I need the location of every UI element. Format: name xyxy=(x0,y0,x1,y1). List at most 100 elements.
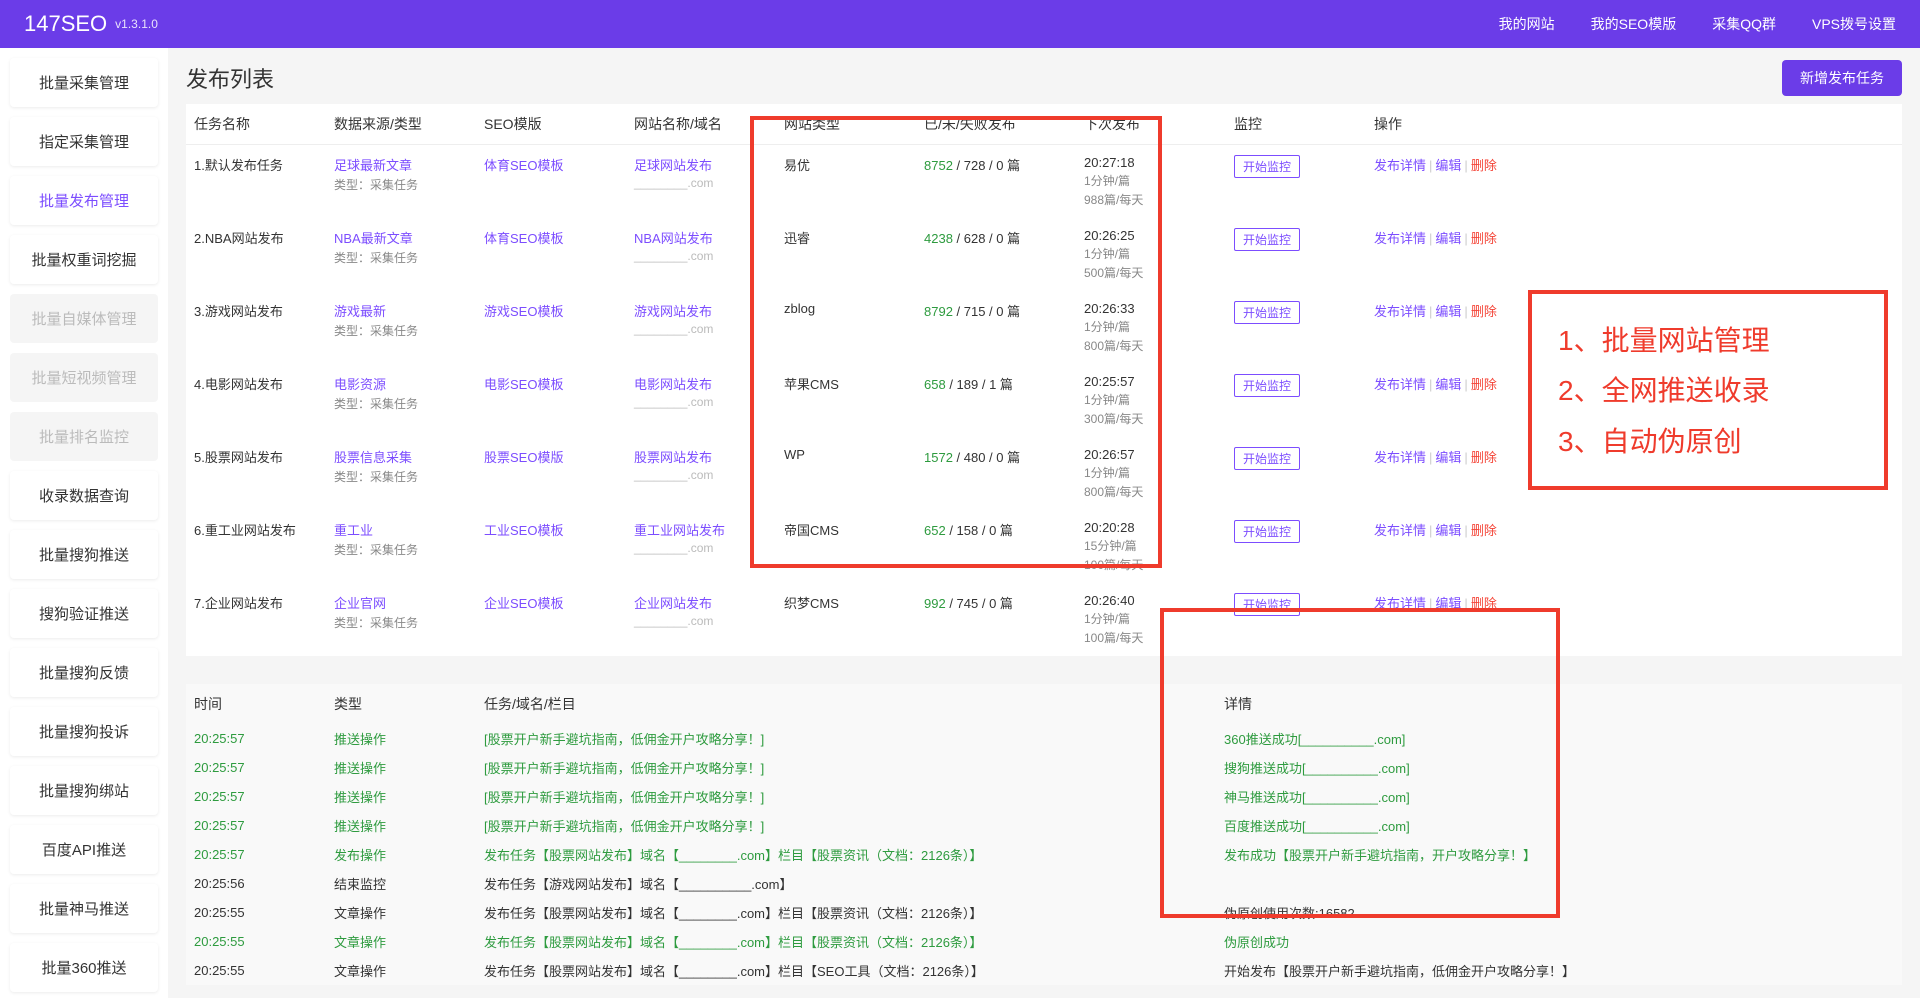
sidebar-item[interactable]: 批量采集管理 xyxy=(10,58,158,107)
detail-link[interactable]: 发布详情 xyxy=(1374,304,1426,319)
header-nav-item[interactable]: 我的SEO模版 xyxy=(1591,14,1677,34)
sidebar-item: 批量短视频管理 xyxy=(10,353,158,402)
table-header: 任务名称 xyxy=(186,104,326,145)
monitor-button[interactable]: 开始监控 xyxy=(1234,301,1300,324)
site-name-link[interactable]: 游戏网站发布 xyxy=(634,304,712,319)
sidebar-item[interactable]: 百度API推送 xyxy=(10,825,158,874)
sidebar-item[interactable]: 批量搜狗绑站 xyxy=(10,766,158,815)
sidebar-item[interactable]: 搜狗验证推送 xyxy=(10,589,158,638)
monitor-button[interactable]: 开始监控 xyxy=(1234,374,1300,397)
detail-link[interactable]: 发布详情 xyxy=(1374,377,1426,392)
detail-link[interactable]: 发布详情 xyxy=(1374,450,1426,465)
seo-template-link[interactable]: 股票SEO模版 xyxy=(484,450,563,465)
edit-link[interactable]: 编辑 xyxy=(1435,304,1461,319)
sidebar-item[interactable]: 批量360推送 xyxy=(10,943,158,992)
sidebar-item[interactable]: 指定采集管理 xyxy=(10,117,158,166)
log-time: 20:25:57 xyxy=(186,840,326,869)
site-name-link[interactable]: 股票网站发布 xyxy=(634,450,712,465)
source-type: 类型：采集任务 xyxy=(334,249,468,266)
sidebar-item[interactable]: 批量搜狗反馈 xyxy=(10,648,158,697)
seo-template-link[interactable]: 体育SEO模板 xyxy=(484,231,563,246)
app-logo: 147SEO xyxy=(24,11,107,37)
sidebar-item: 批量排名监控 xyxy=(10,412,158,461)
detail-link[interactable]: 发布详情 xyxy=(1374,523,1426,538)
log-time: 20:25:56 xyxy=(186,869,326,898)
new-task-button[interactable]: 新增发布任务 xyxy=(1782,60,1902,96)
task-name: 1.默认发布任务 xyxy=(186,145,326,219)
site-name-link[interactable]: 企业网站发布 xyxy=(634,596,712,611)
table-header: 操作 xyxy=(1366,104,1902,145)
publish-count: 652 / 158 / 0 篇 xyxy=(916,510,1076,583)
table-header: 已/未/失败发布 xyxy=(916,104,1076,145)
log-task: 发布任务【股票网站发布】域名【________.com】栏目【SEO工具（文档：… xyxy=(476,956,1216,985)
log-table: 时间类型任务/域名/栏目详情 20:25:57推送操作[股票开户新手避坑指南，低… xyxy=(186,684,1902,985)
table-header: 监控 xyxy=(1226,104,1366,145)
delete-link[interactable]: 删除 xyxy=(1471,450,1497,465)
header-nav: 我的网站 我的SEO模版 采集QQ群 VPS拨号设置 xyxy=(1499,14,1896,34)
monitor-button[interactable]: 开始监控 xyxy=(1234,447,1300,470)
header-nav-item[interactable]: 我的网站 xyxy=(1499,14,1555,34)
edit-link[interactable]: 编辑 xyxy=(1435,377,1461,392)
monitor-button[interactable]: 开始监控 xyxy=(1234,520,1300,543)
data-source-link[interactable]: NBA最新文章 xyxy=(334,231,413,246)
edit-link[interactable]: 编辑 xyxy=(1435,450,1461,465)
sidebar-item[interactable]: 批量搜狗投诉 xyxy=(10,707,158,756)
detail-link[interactable]: 发布详情 xyxy=(1374,231,1426,246)
seo-template-link[interactable]: 电影SEO模板 xyxy=(484,377,563,392)
log-type: 结束监控 xyxy=(326,869,476,898)
monitor-button[interactable]: 开始监控 xyxy=(1234,155,1300,178)
delete-link[interactable]: 删除 xyxy=(1471,304,1497,319)
site-url: ________.com xyxy=(634,176,768,190)
edit-link[interactable]: 编辑 xyxy=(1435,596,1461,611)
data-source-link[interactable]: 重工业 xyxy=(334,523,373,538)
site-name-link[interactable]: NBA网站发布 xyxy=(634,231,713,246)
task-name: 4.电影网站发布 xyxy=(186,364,326,437)
sidebar-item[interactable]: 批量发布管理 xyxy=(10,176,158,225)
sidebar-item[interactable]: 批量权重词挖掘 xyxy=(10,235,158,284)
data-source-link[interactable]: 游戏最新 xyxy=(334,304,386,319)
data-source-link[interactable]: 足球最新文章 xyxy=(334,158,412,173)
log-task: 发布任务【股票网站发布】域名【________.com】栏目【股票资讯（文档：2… xyxy=(476,898,1216,927)
log-row: 20:25:57发布操作发布任务【股票网站发布】域名【________.com】… xyxy=(186,840,1902,869)
next-publish: 20:26:571分钟/篇800篇/每天 xyxy=(1076,437,1226,510)
header-nav-item[interactable]: VPS拨号设置 xyxy=(1812,14,1896,34)
edit-link[interactable]: 编辑 xyxy=(1435,158,1461,173)
delete-link[interactable]: 删除 xyxy=(1471,596,1497,611)
detail-link[interactable]: 发布详情 xyxy=(1374,158,1426,173)
app-version: v1.3.1.0 xyxy=(115,17,158,31)
site-name-link[interactable]: 电影网站发布 xyxy=(634,377,712,392)
log-header: 类型 xyxy=(326,684,476,724)
log-row: 20:25:55文章操作发布任务【股票网站发布】域名【________.com】… xyxy=(186,927,1902,956)
log-detail: 伪原创使用次数:16582 xyxy=(1216,898,1902,927)
table-row: 7.企业网站发布企业官网类型：采集任务企业SEO模板企业网站发布________… xyxy=(186,583,1902,656)
delete-link[interactable]: 删除 xyxy=(1471,158,1497,173)
delete-link[interactable]: 删除 xyxy=(1471,377,1497,392)
log-row: 20:25:56结束监控发布任务【游戏网站发布】域名【__________.co… xyxy=(186,869,1902,898)
seo-template-link[interactable]: 体育SEO模板 xyxy=(484,158,563,173)
log-detail: 发布成功【股票开户新手避坑指南，开户攻略分享！】 xyxy=(1216,840,1902,869)
publish-count: 4238 / 628 / 0 篇 xyxy=(916,218,1076,291)
monitor-button[interactable]: 开始监控 xyxy=(1234,228,1300,251)
data-source-link[interactable]: 企业官网 xyxy=(334,596,386,611)
detail-link[interactable]: 发布详情 xyxy=(1374,596,1426,611)
seo-template-link[interactable]: 游戏SEO模板 xyxy=(484,304,563,319)
seo-template-link[interactable]: 企业SEO模板 xyxy=(484,596,563,611)
seo-template-link[interactable]: 工业SEO模板 xyxy=(484,523,563,538)
sidebar-item[interactable]: 批量神马推送 xyxy=(10,884,158,933)
edit-link[interactable]: 编辑 xyxy=(1435,523,1461,538)
data-source-link[interactable]: 电影资源 xyxy=(334,377,386,392)
source-type: 类型：采集任务 xyxy=(334,322,468,339)
edit-link[interactable]: 编辑 xyxy=(1435,231,1461,246)
sidebar-item[interactable]: 批量搜狗推送 xyxy=(10,530,158,579)
header-nav-item[interactable]: 采集QQ群 xyxy=(1712,14,1776,34)
site-name-link[interactable]: 足球网站发布 xyxy=(634,158,712,173)
monitor-button[interactable]: 开始监控 xyxy=(1234,593,1300,616)
sidebar-item[interactable]: 收录数据查询 xyxy=(10,471,158,520)
data-source-link[interactable]: 股票信息采集 xyxy=(334,450,412,465)
info-line-3: 3、自动伪原创 xyxy=(1558,417,1858,467)
site-name-link[interactable]: 重工业网站发布 xyxy=(634,523,725,538)
delete-link[interactable]: 删除 xyxy=(1471,231,1497,246)
next-publish: 20:26:331分钟/篇800篇/每天 xyxy=(1076,291,1226,364)
delete-link[interactable]: 删除 xyxy=(1471,523,1497,538)
log-type: 推送操作 xyxy=(326,811,476,840)
